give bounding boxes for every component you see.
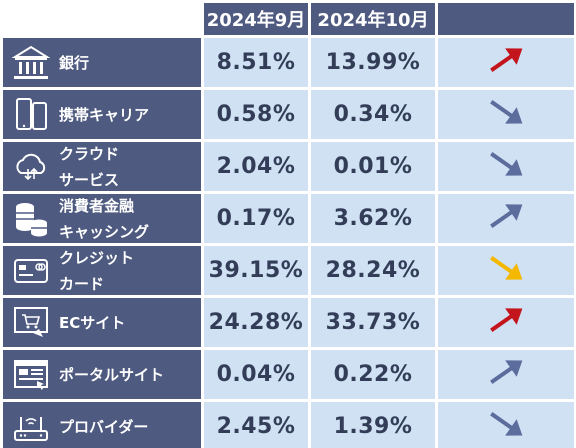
category-label: ECサイト <box>59 310 125 336</box>
value-oct-2024: 33.73% <box>311 298 435 347</box>
value-sep-2024: 24.28% <box>204 298 308 347</box>
category-label: クラウド サービス <box>59 141 119 193</box>
category-label-line: キャッシング <box>59 222 150 241</box>
value-sep-2024: 0.04% <box>204 350 308 399</box>
value-oct-2024: 0.34% <box>311 90 435 139</box>
trend-down-arrow-icon <box>484 406 528 448</box>
trend-cell <box>438 194 574 243</box>
value-sep-2024: 39.15% <box>204 246 308 295</box>
category-label-line: ECサイト <box>59 313 126 332</box>
table-row: クレジットカード 39.15% 28.24% <box>3 246 574 295</box>
value-oct-2024: 3.62% <box>311 194 435 243</box>
table-row: 銀行 8.51% 13.99% <box>3 38 574 87</box>
header-trend <box>438 3 574 35</box>
category-label-line: サービス <box>59 170 120 189</box>
table-row: クラウドサービス 2.04% 0.01% <box>3 142 574 191</box>
trend-cell <box>438 142 574 191</box>
category-label-line: クラウド <box>59 144 120 163</box>
trend-up-arrow-icon <box>484 354 528 396</box>
trend-cell <box>438 90 574 139</box>
category-label-line: 銀行 <box>59 53 90 72</box>
value-oct-2024: 13.99% <box>311 38 435 87</box>
category-cell: プロバイダー <box>3 402 201 448</box>
trend-down-arrow-icon <box>484 146 528 188</box>
portal-icon <box>9 355 53 395</box>
category-cell: 銀行 <box>3 38 201 87</box>
value-sep-2024: 8.51% <box>204 38 308 87</box>
category-cell: クレジット カード <box>3 246 201 295</box>
trend-up-arrow-icon <box>484 302 528 344</box>
category-label: クレジット カード <box>59 245 134 297</box>
trend-up-arrow-icon <box>484 42 528 84</box>
category-label-line: クレジット <box>59 248 135 267</box>
category-cell: 携帯キャリア <box>3 90 201 139</box>
header-oct-2024: 2024年10月 <box>311 3 435 35</box>
table-row: ポータルサイト 0.04% 0.22% <box>3 350 574 399</box>
category-label: ポータルサイト <box>59 362 164 388</box>
value-sep-2024: 0.58% <box>204 90 308 139</box>
value-sep-2024: 0.17% <box>204 194 308 243</box>
value-oct-2024: 0.01% <box>311 142 435 191</box>
trend-up-arrow-icon <box>484 198 528 240</box>
category-label: 携帯キャリア <box>59 102 149 128</box>
category-cell: クラウド サービス <box>3 142 201 191</box>
table-row: 携帯キャリア 0.58% 0.34% <box>3 90 574 139</box>
category-label-line: 消費者金融 <box>59 196 135 215</box>
credit-card-icon <box>9 251 53 291</box>
trend-cell <box>438 350 574 399</box>
trend-cell <box>438 298 574 347</box>
category-cell: 消費者金融キャッシング <box>3 194 201 243</box>
category-label: プロバイダー <box>59 414 148 440</box>
category-cell: ポータルサイト <box>3 350 201 399</box>
value-sep-2024: 2.04% <box>204 142 308 191</box>
cloud-icon <box>9 147 53 187</box>
table-row: ECサイト 24.28% 33.73% <box>3 298 574 347</box>
value-oct-2024: 28.24% <box>311 246 435 295</box>
category-label-line: 携帯キャリア <box>59 105 150 124</box>
router-icon <box>9 407 53 447</box>
trend-cell <box>438 246 574 295</box>
category-label: 消費者金融キャッシング <box>59 193 149 245</box>
category-label-line: ポータルサイト <box>59 365 165 384</box>
category-label-line: カード <box>59 274 105 293</box>
coins-icon <box>9 199 53 239</box>
value-oct-2024: 0.22% <box>311 350 435 399</box>
trend-cell <box>438 38 574 87</box>
category-label: 銀行 <box>59 50 89 76</box>
trend-down-arrow-icon <box>484 94 528 136</box>
table-row: プロバイダー 2.45% 1.39% <box>3 402 574 448</box>
category-label-line: プロバイダー <box>59 417 149 436</box>
header-sep-2024: 2024年9月 <box>204 3 308 35</box>
value-sep-2024: 2.45% <box>204 402 308 448</box>
category-cell: ECサイト <box>3 298 201 347</box>
bank-icon <box>9 43 53 83</box>
smartphone-icon <box>9 95 53 135</box>
shopping-cart-icon <box>9 303 53 343</box>
table-row: 消費者金融キャッシング 0.17% 3.62% <box>3 194 574 243</box>
trend-down-arrow-icon <box>484 250 528 292</box>
value-oct-2024: 1.39% <box>311 402 435 448</box>
trend-cell <box>438 402 574 448</box>
